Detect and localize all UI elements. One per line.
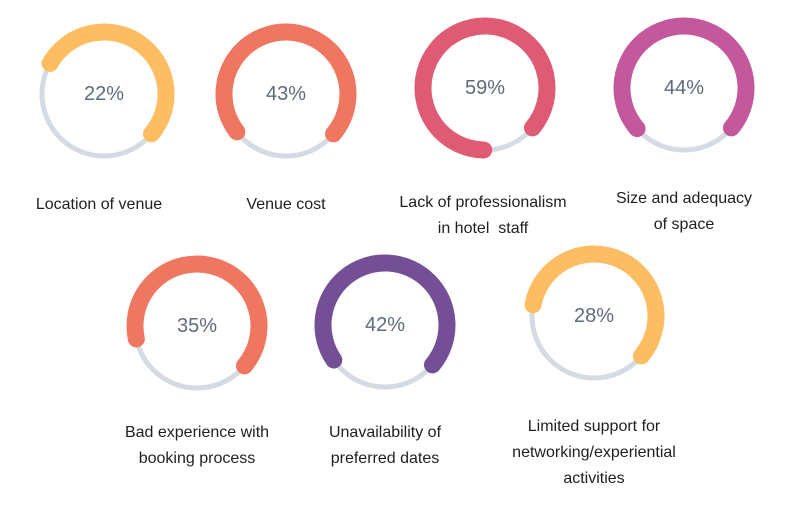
donut-label-1: Location of venue — [14, 192, 184, 218]
donut-arc-7 — [524, 245, 665, 365]
donut-gauge-5: 35% — [123, 252, 271, 400]
donut-gauge-3: 59% — [411, 14, 559, 162]
donut-label-7: Limited support for networking/experient… — [494, 414, 694, 492]
donut-arc-2 — [215, 23, 357, 143]
donut-svg-5: 35% — [126, 255, 268, 391]
donut-gauge-6: 42% — [311, 251, 459, 399]
donut-value-3: 59% — [465, 77, 505, 99]
donut-label-5-line-2: booking process — [138, 450, 256, 467]
donut-label-1-line-1: Location of venue — [35, 196, 163, 213]
donut-label-4-line-2: of space — [653, 216, 715, 233]
donut-label-5-line-1: Bad experience with — [124, 424, 270, 441]
donut-label-3-line-2: in hotel staff — [437, 220, 529, 237]
donut-value-1: 22% — [84, 83, 124, 105]
donut-label-2-line-1: Venue cost — [246, 196, 326, 213]
donut-value-5: 35% — [177, 315, 217, 337]
donut-label-3-line-1: Lack of professionalism — [399, 194, 567, 211]
donut-label-7-line-2: networking/experiential — [512, 444, 676, 461]
donut-label-6: Unavailability of preferred dates — [300, 420, 470, 472]
donut-gauge-7: 28% — [520, 242, 668, 390]
donut-arc-4 — [613, 17, 755, 138]
donut-svg-6: 42% — [314, 254, 456, 390]
donut-svg-3: 59% — [414, 17, 556, 159]
donut-label-7-line-1: Limited support for — [527, 418, 661, 435]
donut-label-7-line-3: activities — [563, 470, 625, 487]
donut-value-4: 44% — [664, 77, 704, 99]
donut-arc-6 — [314, 254, 456, 374]
donut-label-5: Bad experience with booking process — [106, 420, 288, 472]
donut-gauge-4: 44% — [610, 14, 758, 162]
donut-arc-5 — [126, 255, 268, 375]
donut-label-6-line-1: Unavailability of — [328, 424, 442, 441]
donut-value-2: 43% — [266, 83, 306, 105]
donut-label-2: Venue cost — [212, 192, 360, 218]
donut-svg-7: 28% — [524, 245, 665, 381]
donut-svg-1: 22% — [39, 23, 175, 159]
donut-label-4-line-1: Size and adequacy — [615, 190, 753, 207]
donut-svg-2: 43% — [215, 23, 357, 159]
donut-gauge-1: 22% — [30, 20, 178, 168]
donut-svg-4: 44% — [613, 17, 755, 153]
donut-label-6-line-2: preferred dates — [330, 450, 440, 467]
donut-value-6: 42% — [365, 314, 405, 336]
donut-value-7: 28% — [574, 305, 614, 327]
donut-gauge-2: 43% — [212, 20, 360, 168]
donut-arc-1 — [41, 23, 175, 143]
donut-arc-3 — [414, 17, 556, 159]
donut-label-4: Size and adequacy of space — [596, 186, 772, 238]
donut-label-3: Lack of professionalism in hotel staff — [380, 190, 586, 242]
